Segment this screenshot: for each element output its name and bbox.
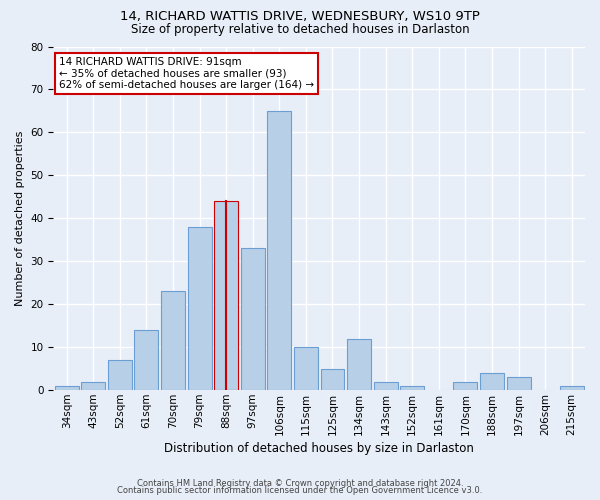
- Text: 14 RICHARD WATTIS DRIVE: 91sqm
← 35% of detached houses are smaller (93)
62% of : 14 RICHARD WATTIS DRIVE: 91sqm ← 35% of …: [59, 57, 314, 90]
- Bar: [268, 111, 291, 390]
- Bar: [480, 373, 504, 390]
- Bar: [400, 386, 424, 390]
- Bar: [454, 382, 478, 390]
- Bar: [82, 382, 105, 390]
- Text: Size of property relative to detached houses in Darlaston: Size of property relative to detached ho…: [131, 22, 469, 36]
- Bar: [347, 338, 371, 390]
- Bar: [241, 248, 265, 390]
- Bar: [55, 386, 79, 390]
- Bar: [294, 347, 318, 390]
- Bar: [320, 368, 344, 390]
- Text: Contains public sector information licensed under the Open Government Licence v3: Contains public sector information licen…: [118, 486, 482, 495]
- Text: 14, RICHARD WATTIS DRIVE, WEDNESBURY, WS10 9TP: 14, RICHARD WATTIS DRIVE, WEDNESBURY, WS…: [120, 10, 480, 23]
- Y-axis label: Number of detached properties: Number of detached properties: [15, 130, 25, 306]
- Bar: [188, 227, 212, 390]
- Text: Contains HM Land Registry data © Crown copyright and database right 2024.: Contains HM Land Registry data © Crown c…: [137, 478, 463, 488]
- Bar: [506, 378, 530, 390]
- Bar: [134, 330, 158, 390]
- Bar: [560, 386, 584, 390]
- Bar: [161, 292, 185, 390]
- Bar: [214, 201, 238, 390]
- X-axis label: Distribution of detached houses by size in Darlaston: Distribution of detached houses by size …: [164, 442, 474, 455]
- Bar: [108, 360, 132, 390]
- Bar: [374, 382, 398, 390]
